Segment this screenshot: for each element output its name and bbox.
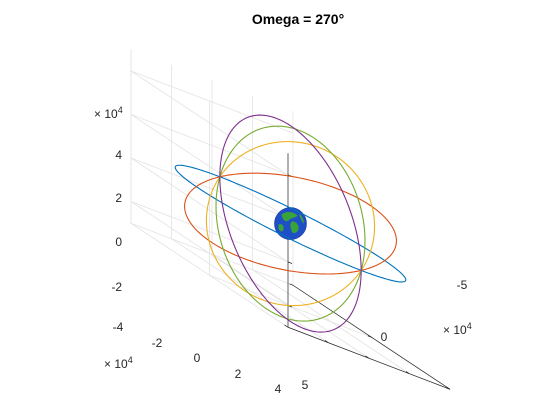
orbit-line-1 [184, 172, 397, 275]
z-tick-label-2: 2 [115, 191, 122, 205]
chart-title: Omega = 270° [252, 11, 344, 27]
orbit-line-2 [205, 141, 376, 307]
x-tick [405, 371, 410, 375]
x-exponent: × 104 [104, 355, 133, 371]
x-tick-label-4: 4 [275, 382, 282, 396]
x-tick-label-2: 0 [194, 351, 201, 365]
x-tick-label-3: 2 [235, 367, 242, 381]
earth-landmass [290, 221, 299, 234]
z-tick-label-0: -2 [111, 280, 122, 294]
grid-line [130, 201, 294, 264]
y-tick [446, 387, 451, 390]
x-tick-label-1: -2 [152, 336, 163, 350]
orbit-line-4 [219, 114, 362, 333]
grid-line [130, 114, 294, 177]
y-tick-label-1: 0 [381, 330, 388, 344]
grid-line [130, 70, 294, 134]
y-tick [367, 335, 372, 338]
z-tick-label-1: 0 [115, 235, 122, 249]
earth-landmass [281, 212, 298, 222]
earth-landmass [299, 213, 304, 224]
y-tick [289, 283, 294, 286]
grid-line [130, 157, 294, 221]
earth-landmass [278, 223, 284, 232]
orbit-line-3 [215, 125, 366, 322]
grid-line [130, 70, 289, 176]
x-tick-label-0: -4 [113, 320, 124, 334]
y-tick-label-0: -5 [457, 278, 468, 292]
grid-line [130, 157, 289, 263]
grid-line [130, 114, 289, 219]
earth [274, 207, 307, 240]
y-tick-label-2: 5 [302, 378, 309, 392]
z-tick-label-3: 4 [115, 148, 122, 162]
x-tick [324, 340, 329, 344]
y-exponent: × 104 [443, 321, 472, 337]
z-tick [287, 261, 293, 264]
orbits [174, 114, 407, 333]
orbit-line-0 [174, 164, 407, 283]
x-tick [284, 324, 289, 328]
x-tick [365, 355, 370, 359]
axes [284, 153, 451, 390]
z-exponent: × 104 [94, 105, 123, 121]
grid-line [130, 222, 294, 286]
